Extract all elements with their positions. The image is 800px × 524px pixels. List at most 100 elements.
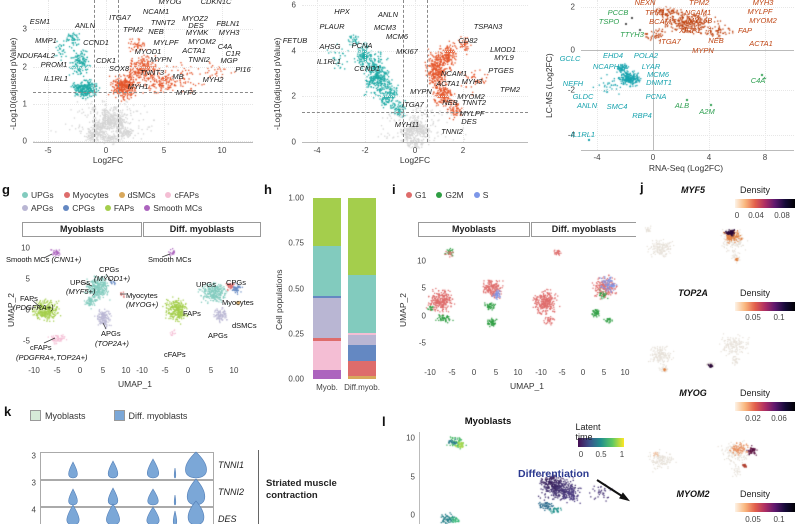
gene-label: MB: [172, 72, 184, 81]
legend-dot: [406, 192, 412, 198]
y-tick-label: 0.50: [288, 284, 304, 294]
gridline: [365, 0, 366, 142]
violin-legend: Myoblasts Diff. myoblasts: [30, 410, 215, 421]
gene-label: NEB: [148, 27, 164, 36]
y-tick-label: 2: [22, 62, 27, 72]
x-tick-label: 10: [620, 368, 630, 377]
pathway-label: Striated muscle contraction: [266, 478, 337, 501]
gridline: [33, 104, 253, 105]
gene-label: PI16: [235, 65, 251, 74]
panel-h-cell-populations-bar: h 1.00 0.75 0.50 0.25 0.00 Cell populations My…: [260, 182, 390, 402]
violin-row-box: [40, 479, 214, 508]
density-colorbar: [735, 199, 795, 208]
y-tick-label: 0.75: [288, 238, 304, 248]
y-tick-label: 1: [22, 99, 27, 109]
legend-item-g1: G1: [406, 190, 426, 200]
density-colorbar-title: Density: [739, 185, 771, 195]
y-tick-label: -2: [567, 85, 575, 95]
legend-row: G1 G2M S: [406, 190, 498, 200]
facet-title-diff-myoblasts: Diff. myoblasts: [531, 222, 636, 237]
x-tick-label: -5: [161, 366, 169, 375]
cluster-annotation: Myocytes: [126, 291, 158, 300]
y-tick-label: 1.00: [288, 193, 304, 203]
differentiation-annotation: Differentiation: [518, 468, 590, 480]
y-tick-label: 0: [410, 510, 415, 520]
cluster-annotation: (MYOD1+): [94, 274, 131, 283]
gene-label: PROM1: [40, 60, 68, 69]
gene-label: MYH11: [394, 120, 420, 129]
gene-label: C4A: [217, 42, 233, 51]
cluster-annotation: APGs: [208, 331, 228, 340]
x-tick-label: 0: [412, 146, 418, 155]
x-tick-label: 5: [100, 366, 106, 375]
violin-shapes: [66, 451, 207, 524]
gene-label: C1R: [225, 49, 241, 58]
gene-label: ITGA7: [659, 37, 681, 46]
gene-label: MMP1: [35, 36, 57, 45]
y-axis-title: -Log10(adjusted pValue): [272, 37, 282, 130]
gene-label: MCM6: [385, 32, 409, 41]
pvalue-threshold-line: [33, 92, 253, 93]
legend-dot: [22, 192, 28, 198]
gene-label: MYPN: [692, 46, 714, 55]
gene-label: TPM2: [499, 85, 521, 94]
feature-title-myog: MYOG: [679, 388, 707, 398]
y-tick-label: -4: [567, 130, 575, 140]
gene-label: MYPN: [410, 87, 432, 96]
x-tick-label: 4: [706, 153, 712, 162]
gene-label: ACTA1: [436, 79, 460, 88]
cluster-annotation: CPGs: [99, 265, 120, 274]
gene-label: MYOD1: [134, 47, 162, 56]
violin-ymax-label: 4: [31, 505, 36, 515]
gridline: [581, 7, 794, 8]
legend-dot: [118, 192, 125, 198]
gene-label: POLA2: [633, 51, 659, 60]
gene-label: IL1RL1: [43, 74, 69, 83]
legend-label: Myoblasts: [45, 410, 86, 421]
x-tick-label: 5: [601, 368, 607, 377]
density-colorbar: [735, 402, 795, 411]
legend-dot: [104, 205, 111, 211]
colorbar-tick-label: 0.05: [745, 313, 761, 322]
fc-threshold-line: [94, 0, 95, 142]
x-tick-label: 0: [471, 368, 477, 377]
bar-segment-dsmcs: [348, 376, 376, 379]
panel-letter-i: i: [392, 182, 396, 197]
x-tick-label: 10: [513, 368, 523, 377]
colorbar-tick-label: 0.08: [774, 211, 790, 220]
gene-label: TNNI2: [441, 127, 463, 136]
x-axis-line: [33, 142, 253, 143]
bar-segment-cpgs: [348, 344, 376, 361]
feature-title-top2a: TOP2A: [678, 288, 708, 298]
gene-label: FAP: [737, 26, 753, 35]
legend-dot: [165, 192, 172, 198]
gene-label: NCAM1: [142, 7, 170, 16]
x-tick-label: 8: [762, 153, 768, 162]
x-tick-label: -4: [313, 146, 321, 155]
gene-label: MYOM2: [457, 92, 485, 101]
legend-item-faps: FAPs: [104, 203, 134, 213]
legend-label: dSMCs: [127, 190, 156, 200]
bar-segment-upgs: [313, 245, 341, 296]
panel-letter-h: h: [264, 182, 272, 197]
gridline: [415, 0, 416, 142]
y-tick-label: 10: [21, 243, 30, 253]
gene-label: MYF6: [175, 88, 197, 97]
latent-time-colorbar-title: Latent time: [575, 422, 601, 442]
x-tick-label: 5: [493, 368, 499, 377]
panel-scatter-lcms-rnaseq: -4 0 4 8 2 0 -2 -4 RNA-Seq (Log2FC) LC-MS (Log2FC…: [536, 0, 800, 180]
gene-label: FETUB: [282, 36, 308, 45]
panel-k-violin-plots: k Myoblasts Diff. myoblasts 3 TNNI1 3 TNNI2 4 D…: [0, 402, 350, 524]
gene-label: AHSG: [319, 42, 341, 51]
pvalue-threshold-line: [302, 112, 528, 113]
density-colorbar-title: Density: [739, 489, 771, 499]
gene-label: MYLPF: [459, 109, 485, 118]
gene-label: MYOM2: [188, 37, 216, 46]
colorbar-tick-label: 0.06: [771, 414, 787, 423]
gene-label: IL1RL1: [316, 57, 342, 66]
gridline: [765, 0, 766, 150]
bar-segment-upgs: [348, 274, 376, 333]
violin-ymax-label: 3: [31, 451, 36, 461]
x-tick-label: -10: [424, 368, 436, 377]
gene-label: LMOD1: [490, 45, 516, 54]
